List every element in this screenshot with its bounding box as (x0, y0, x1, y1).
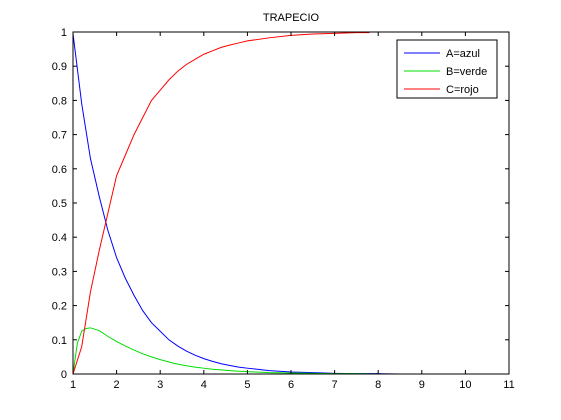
y-tick-label: 0.6 (52, 164, 67, 176)
x-tick-label: 11 (503, 379, 514, 391)
y-tick-label: 0.4 (52, 232, 67, 244)
legend: A=azul B=verde C=rojo (396, 39, 498, 99)
x-tick-label: 6 (288, 379, 294, 391)
y-tick-label: 0.3 (52, 266, 67, 278)
ticks-layer: 1 2 3 4 5 6 7 8 9 10 11 0 0.1 0.2 0.3 0.4 0.5 0.6 0.7 0.8 0.… (52, 27, 515, 391)
y-tick-label: 1 (61, 27, 67, 39)
legend-label-0: A=azul (446, 48, 480, 60)
y-tick-label: 0.2 (52, 301, 67, 313)
x-tick-label: 9 (419, 379, 425, 391)
series-line-1 (72, 327, 466, 375)
y-tick-label: 0.5 (52, 198, 67, 210)
y-tick-label: 0.7 (52, 130, 67, 142)
x-tick-label: 7 (332, 379, 338, 391)
y-tick-label: 0.8 (52, 95, 67, 107)
y-tick-label: 0 (61, 369, 67, 381)
x-tick-label: 4 (201, 379, 207, 391)
x-tick-label: 3 (157, 379, 163, 391)
chart-title: TRAPECIO (263, 12, 320, 24)
x-tick-label: 10 (459, 379, 471, 391)
x-tick-label: 1 (70, 379, 76, 391)
legend-box (396, 39, 498, 99)
legend-label-2: C=rojo (446, 84, 479, 96)
legend-label-1: B=verde (446, 66, 487, 78)
x-tick-label: 5 (244, 379, 250, 391)
y-tick-label: 0.1 (52, 335, 67, 347)
y-tick-label: 0.9 (52, 61, 67, 73)
x-tick-label: 2 (114, 379, 120, 391)
x-tick-label: 8 (375, 379, 381, 391)
series-line-2 (72, 32, 370, 375)
